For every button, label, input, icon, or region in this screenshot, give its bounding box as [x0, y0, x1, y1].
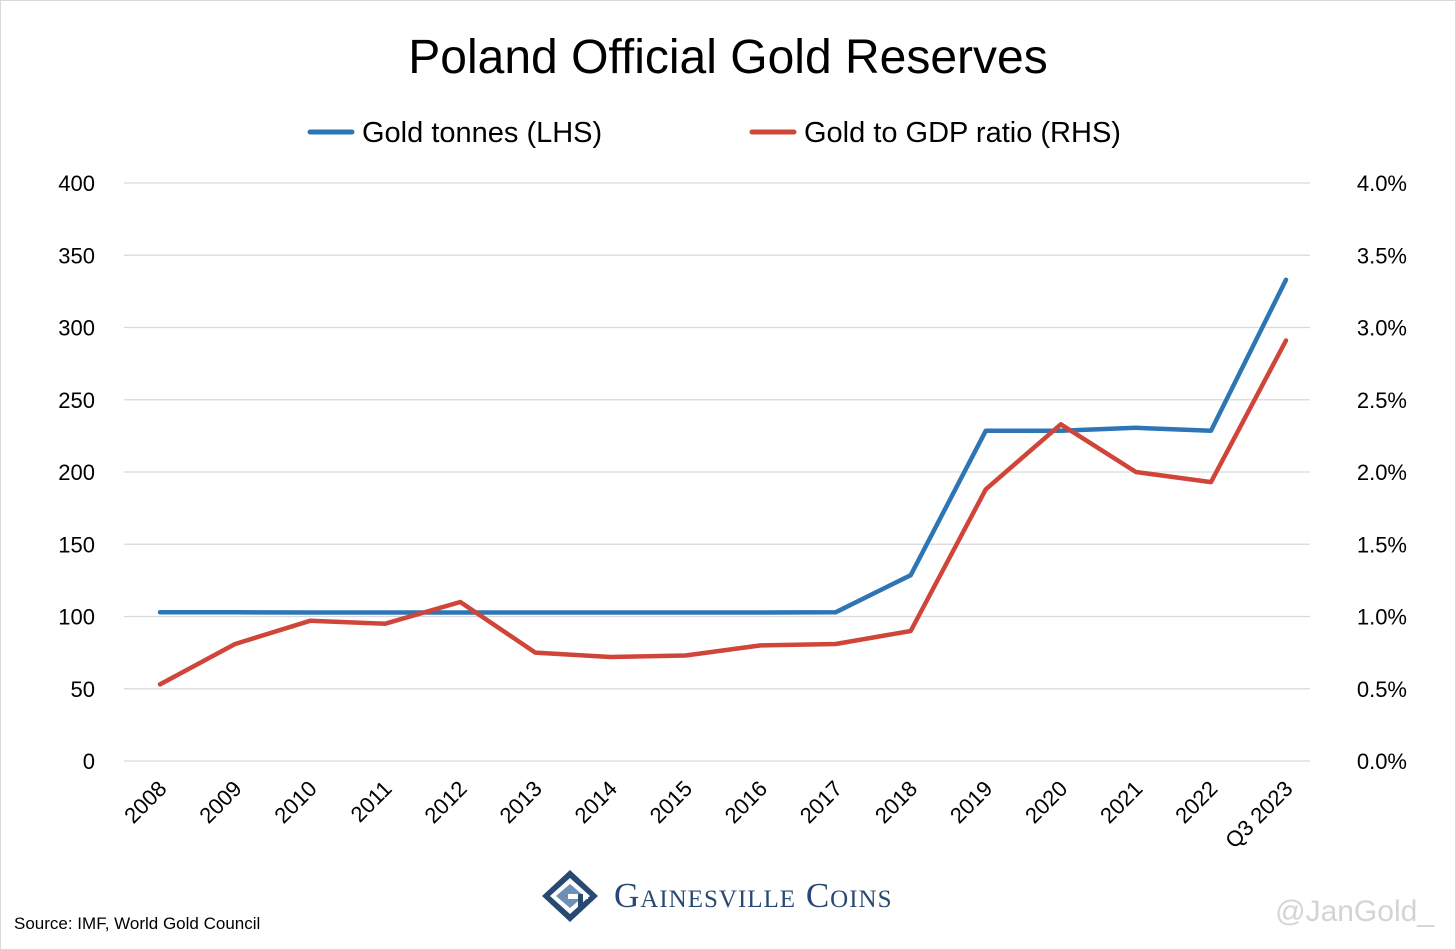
- x-tick-label: 2012: [420, 776, 472, 828]
- x-tick-label: 2014: [570, 776, 622, 828]
- x-tick-label: 2009: [194, 776, 246, 828]
- brand-name: Gainesville Coins: [614, 876, 893, 915]
- chart-title: Poland Official Gold Reserves: [408, 31, 1048, 84]
- series-lines: [157, 277, 1289, 687]
- y-right-tick-label: 1.0%: [1357, 605, 1407, 630]
- source-note: Source: IMF, World Gold Council: [14, 914, 261, 933]
- y-right-tick-label: 3.5%: [1357, 243, 1407, 268]
- y-right-tick-label: 0.0%: [1357, 749, 1407, 774]
- series-line-gold-tonnes: [157, 277, 1289, 615]
- y-left-tick-label: 100: [58, 605, 95, 630]
- y-left-tick-label: 400: [58, 171, 95, 196]
- x-tick-label: 2016: [720, 776, 772, 828]
- x-tick-label: 2015: [645, 776, 697, 828]
- y-right-tick-label: 4.0%: [1357, 171, 1407, 196]
- y-right-tick-label: 3.0%: [1357, 316, 1407, 341]
- x-axis: 2008 2009 2010 2011 2012 2013 2014 2015 2016 2017…: [119, 776, 1297, 853]
- gainesville-logo-icon: [542, 870, 598, 922]
- x-tick-label: 2017: [795, 776, 847, 828]
- gridlines: [124, 182, 1310, 762]
- brand-logo: Gainesville Coins: [540, 868, 893, 924]
- y-axis-left: 0 50 100 150 200 250 300 350 400: [58, 171, 95, 774]
- y-left-tick-label: 0: [83, 749, 95, 774]
- y-left-tick-label: 350: [58, 243, 95, 268]
- x-tick-label: Q3 2023: [1220, 776, 1297, 853]
- x-tick-label: 2019: [945, 776, 997, 828]
- x-tick-label: 2013: [495, 776, 547, 828]
- y-left-tick-label: 150: [58, 532, 95, 557]
- legend-label-gold-tonnes: Gold tonnes (LHS): [362, 117, 602, 149]
- y-left-tick-label: 300: [58, 316, 95, 341]
- legend-label-gold-to-gdp: Gold to GDP ratio (RHS): [804, 117, 1121, 149]
- y-right-tick-label: 2.0%: [1357, 460, 1407, 485]
- x-tick-label: 2010: [269, 776, 321, 828]
- y-axis-right: 0.0% 0.5% 1.0% 1.5% 2.0% 2.5% 3.0% 3.5% 4.0%: [1357, 171, 1407, 774]
- y-left-tick-label: 250: [58, 388, 95, 413]
- x-tick-label: 2021: [1095, 776, 1147, 828]
- x-tick-label: 2022: [1170, 776, 1222, 828]
- x-tick-label: 2018: [870, 776, 922, 828]
- watermark: @JanGold_: [1275, 895, 1434, 928]
- x-tick-label: 2008: [119, 776, 171, 828]
- legend: Gold tonnes (LHS) Gold to GDP ratio (RHS…: [307, 117, 1121, 149]
- y-left-tick-label: 50: [71, 677, 95, 702]
- series-line-gold-to-gdp: [157, 338, 1289, 687]
- x-tick-label: 2011: [346, 776, 397, 827]
- y-left-tick-label: 200: [58, 460, 95, 485]
- y-right-tick-label: 2.5%: [1357, 388, 1407, 413]
- y-right-tick-label: 1.5%: [1357, 532, 1407, 557]
- y-right-tick-label: 0.5%: [1357, 677, 1407, 702]
- x-tick-label: 2020: [1020, 776, 1072, 828]
